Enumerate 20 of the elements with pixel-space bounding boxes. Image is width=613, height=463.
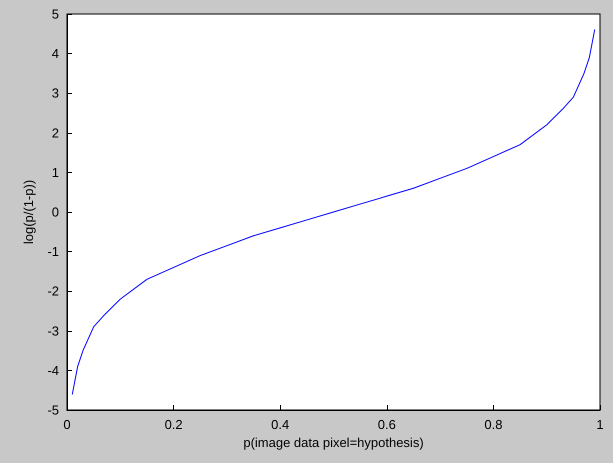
y-tick-label: -2	[47, 284, 59, 299]
y-tick-label: 5	[52, 6, 59, 22]
x-axis-title: p(image data pixel=hypothesis)	[243, 434, 424, 450]
y-axis-title: log(p/(1-p))	[21, 180, 36, 244]
x-tick-label: 0.2	[164, 417, 183, 432]
y-tick-label: -1	[47, 244, 59, 260]
x-tick-label: 0.8	[484, 417, 502, 432]
y-tick-label: 2	[52, 125, 59, 140]
line-series	[72, 29, 596, 395]
x-tick-label: 0.6	[378, 417, 396, 432]
y-tick-label: 0	[52, 204, 59, 220]
x-tick-label: 1	[596, 417, 604, 432]
y-tick-label: -4	[47, 362, 59, 378]
y-tick-label: 4	[52, 46, 59, 62]
y-tick-label: -5	[47, 402, 59, 418]
y-tick-label: 3	[52, 86, 59, 101]
y-tick-label: -3	[47, 323, 59, 338]
x-tick-label: 0.4	[271, 417, 290, 432]
y-tick-label: 1	[52, 164, 59, 180]
x-tick-label: 0	[63, 417, 71, 432]
